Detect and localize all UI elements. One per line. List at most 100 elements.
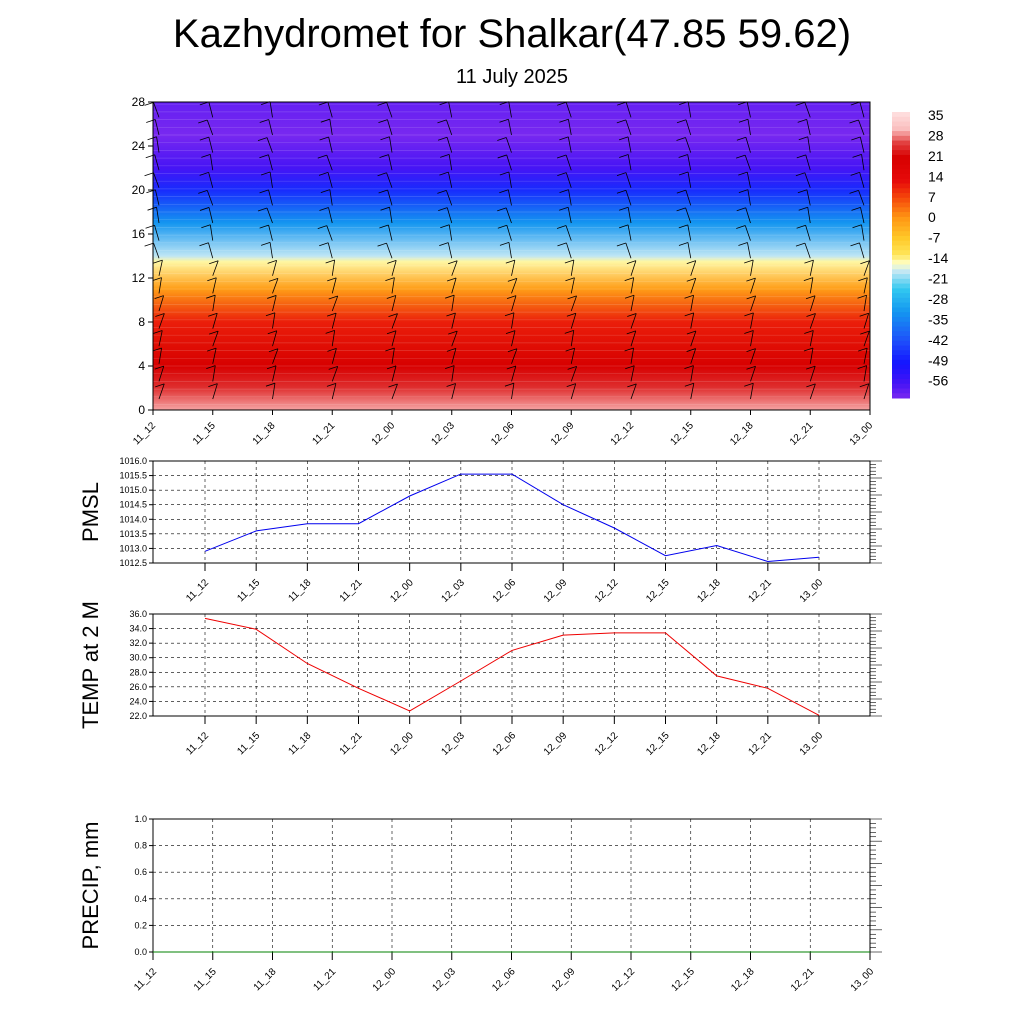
colorbar-segment	[892, 188, 910, 194]
y-tick-label: 1013.5	[119, 529, 147, 539]
x-tick-label: 12_00	[388, 577, 416, 605]
wind-barb	[736, 154, 751, 171]
wind-barb	[797, 119, 811, 136]
wind-barb	[556, 225, 572, 241]
x-tick-label: 12_03	[429, 420, 457, 448]
colorbar-segment	[892, 116, 910, 123]
wind-barb	[144, 172, 160, 188]
colorbar-label: 14	[928, 168, 944, 184]
y-tick-label: 1014.0	[119, 514, 147, 524]
wind-barb	[857, 365, 868, 382]
wind-barb	[448, 260, 458, 276]
colorbar-segment	[892, 121, 910, 127]
wind-barb	[438, 207, 453, 224]
wind-barb	[678, 154, 692, 171]
colorbar-segment	[892, 221, 910, 227]
x-tick-label: 13_00	[849, 966, 877, 994]
wind-barb	[678, 242, 692, 259]
wind-barb	[198, 189, 214, 206]
x-tick-label: 11_18	[287, 577, 314, 604]
colorbar-segment	[892, 350, 910, 356]
wind-barb	[328, 365, 339, 382]
cross-section-panel: 0 4 8 12 16 20 24 28 11_12 11_15 11_18 11_21 12_00 12…	[131, 95, 948, 448]
wind-barb	[265, 382, 276, 400]
colorbar-segment	[892, 336, 910, 342]
wind-barb	[857, 294, 867, 312]
wind-barb	[505, 330, 516, 347]
wind-barb	[684, 312, 695, 329]
wind-barb	[738, 171, 751, 188]
wind-barb	[377, 172, 393, 188]
wind-barb	[851, 207, 865, 224]
wind-barb	[388, 313, 398, 329]
wind-barb	[266, 365, 277, 382]
wind-barb	[795, 172, 811, 188]
wind-barb	[565, 277, 575, 294]
x-tick-label: 12_15	[644, 730, 672, 758]
colorbar-label: -42	[928, 332, 948, 348]
wind-barb	[317, 154, 333, 171]
wind-barb	[199, 171, 214, 188]
colorbar-segment	[892, 235, 910, 242]
wind-barb	[152, 347, 162, 364]
wind-barb	[380, 136, 393, 153]
wind-barb	[326, 383, 337, 400]
wind-barb	[746, 295, 757, 312]
wind-barb	[146, 119, 160, 136]
colorbar-segment	[892, 240, 910, 246]
wind-barb	[795, 101, 811, 118]
y-tick-label: 0	[138, 403, 145, 417]
wind-barb	[439, 242, 453, 259]
wind-barb	[625, 365, 635, 382]
colorbar-segment	[892, 278, 910, 285]
wind-barb	[744, 259, 754, 276]
wind-barb	[507, 277, 518, 294]
x-tick-label: 11_18	[287, 730, 314, 757]
colorbar-segment	[892, 193, 910, 199]
series-line	[204, 473, 820, 563]
colorbar-label: 0	[928, 209, 936, 225]
wind-barb	[619, 154, 632, 171]
wind-barb	[209, 260, 219, 276]
x-tick-label: 11_18	[251, 420, 278, 447]
colorbar-segment	[892, 283, 910, 289]
pmsl-panel: 1016.0 1015.5 1015.0 1014.5 1014.0 1013.5 1013…	[78, 456, 882, 605]
wind-barb	[626, 260, 637, 276]
wind-barb	[325, 259, 336, 276]
wind-barb	[852, 154, 865, 171]
wind-barb	[746, 365, 756, 382]
y-axis-label: PMSL	[78, 482, 103, 542]
colorbar-segment	[892, 340, 910, 347]
wind-barb	[564, 259, 575, 276]
wind-barb	[144, 242, 160, 259]
wind-barb	[851, 136, 865, 153]
wind-barb	[437, 189, 453, 206]
x-tick-label: 11_21	[338, 730, 365, 757]
x-tick-label: 12_21	[788, 420, 816, 448]
x-tick-label: 11_15	[192, 966, 219, 993]
colorbar-segment	[892, 293, 910, 299]
colorbar-segment	[892, 378, 910, 385]
x-tick-label: 12_21	[789, 966, 817, 994]
wind-barb	[209, 330, 219, 347]
colorbar-segment	[892, 164, 910, 170]
colorbar-segment	[892, 302, 910, 308]
wind-barb	[267, 295, 277, 312]
wind-barb	[744, 382, 754, 400]
wind-barb	[155, 313, 165, 329]
wind-barb	[446, 347, 457, 364]
wind-barb	[328, 295, 339, 312]
wind-barb	[207, 277, 217, 294]
x-tick-label: 13_00	[798, 577, 826, 605]
wind-barb	[850, 172, 865, 188]
x-tick-label: 11_18	[252, 966, 279, 993]
y-tick-label: 28.0	[129, 667, 147, 677]
wind-barb	[318, 171, 333, 188]
wind-barb	[506, 365, 517, 382]
wind-barb	[327, 347, 337, 364]
wind-barb	[325, 330, 336, 347]
wind-barb	[319, 136, 333, 153]
x-tick-label: 12_18	[728, 420, 756, 448]
wind-barb	[206, 347, 217, 364]
